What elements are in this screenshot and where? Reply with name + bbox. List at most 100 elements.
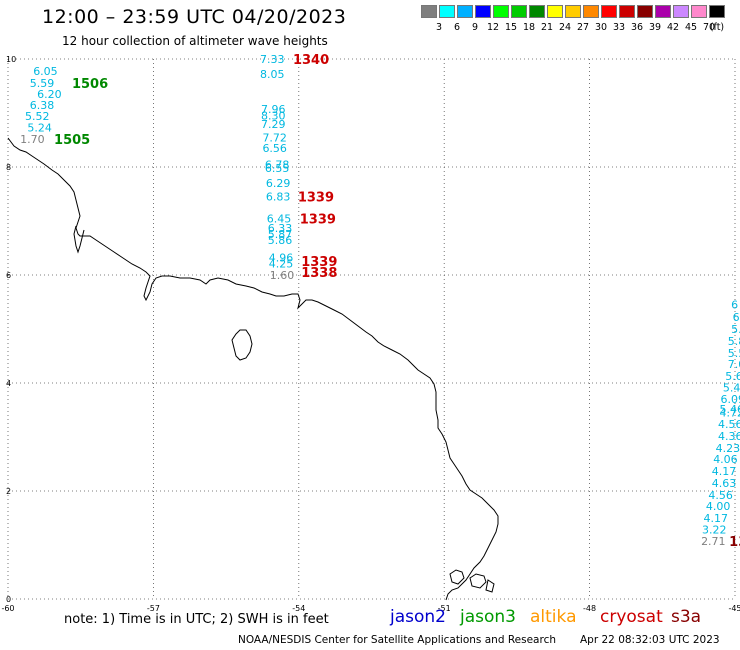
colorbar-swatch <box>565 5 581 18</box>
footer-credit: NOAA/NESDIS Center for Satellite Applica… <box>238 634 556 646</box>
pass-time-label: 1339 <box>298 191 334 206</box>
wave-height-reading: 6.78 <box>265 158 290 171</box>
wave-height-reading: 5.42 <box>723 381 740 394</box>
wave-height-reading: 5.86 <box>268 234 293 247</box>
latitude-tick-label: 8 <box>6 163 11 172</box>
wave-height-reading: 4.17 <box>712 465 737 478</box>
colorbar-tick-label: 24 <box>558 22 572 33</box>
wave-height-reading: 7.33 <box>260 53 285 66</box>
colorbar-tick-label: 18 <box>522 22 536 33</box>
colorbar-swatch <box>583 5 599 18</box>
pass-time-label: 1506 <box>72 77 108 92</box>
colorbar-swatch <box>673 5 689 18</box>
graticule <box>7 58 736 600</box>
wave-height-reading: 1.70 <box>20 133 45 146</box>
wave-height-reading: 7.29 <box>261 118 286 131</box>
latitude-tick-label: 4 <box>6 379 11 388</box>
colorbar-swatch <box>547 5 563 18</box>
track-cryosat: 7.33 8.05 7.968.307.297.726.56 6.786.55 6.29… <box>260 53 337 282</box>
wave-height-reading: 4.25 <box>269 258 294 271</box>
wave-height-reading: 5.59 <box>30 77 54 90</box>
latitude-tick-label: 2 <box>6 487 11 496</box>
wave-height-reading: 5.87 <box>268 228 293 241</box>
wave-height-reading: 4.23 <box>716 442 740 455</box>
colorbar-swatch <box>475 5 491 18</box>
colorbar-swatch <box>691 5 707 18</box>
wave-height-reading: 6.38 <box>30 99 54 112</box>
wave-height-reading: 6.29 <box>266 177 291 190</box>
wave-height-reading: 5.46 <box>719 403 740 416</box>
legend-jason3: jason3 <box>460 607 516 627</box>
wave-height-reading: 7.96 <box>261 103 286 116</box>
colorbar-swatch <box>619 5 635 18</box>
footer-timestamp: Apr 22 08:32:03 UTC 2023 <box>580 634 720 646</box>
wave-height-reading: 4.72 <box>719 407 740 420</box>
legend-s3a: s3a <box>671 607 702 627</box>
coastline <box>7 137 499 601</box>
longitude-tick-label: -51 <box>438 604 451 613</box>
wave-height-reading: 6.83 <box>266 191 291 204</box>
wave-height-reading: 3.22 <box>702 523 727 536</box>
wave-height-reading: 6.56 <box>262 142 287 155</box>
colorbar-tick-label: 33 <box>612 22 626 33</box>
colorbar-tick-label: 6 <box>453 22 461 33</box>
wave-height-reading: 5.8 <box>728 335 740 348</box>
wave-height-reading: 4.96 <box>269 252 294 265</box>
colorbar-swatch <box>709 5 725 18</box>
colorbar-swatch <box>529 5 545 18</box>
colorbar-swatch <box>457 5 473 18</box>
wave-height-reading: 4.56 <box>718 418 740 431</box>
longitude-tick-label: -60 <box>1 604 14 613</box>
wave-height-reading: 6.09 <box>720 393 740 406</box>
colorbar-swatch <box>511 5 527 18</box>
wave-height-reading: 5.64 <box>725 370 740 383</box>
longitude-tick-label: -54 <box>292 604 305 613</box>
map-subtitle: 12 hour collection of altimeter wave hei… <box>62 34 328 48</box>
wave-height-reading: 5. <box>731 323 740 336</box>
latitude-tick-label: 10 <box>6 55 16 64</box>
pass-time-label: 130 <box>729 535 740 550</box>
latitude-tick-label: 0 <box>6 595 11 604</box>
wave-height-reading: 1.60 <box>270 269 295 282</box>
colorbar-tick-label: 9 <box>471 22 479 33</box>
colorbar-swatch <box>637 5 653 18</box>
wave-height-reading: 7.72 <box>262 131 287 144</box>
wave-height-reading: 5.5 <box>728 347 740 360</box>
pass-time-label: 1339 <box>300 212 336 227</box>
colorbar-tick-label: 3 <box>435 22 443 33</box>
wave-height-reading: 4.17 <box>703 512 728 525</box>
wave-height-reading: 6.55 <box>265 162 290 175</box>
colorbar-swatch <box>655 5 671 18</box>
colorbar-swatch <box>439 5 455 18</box>
wave-height-reading: 8.05 <box>260 68 285 81</box>
colorbar-tick-label: 36 <box>630 22 644 33</box>
wave-height-reading: 6 <box>731 299 738 312</box>
wave-height-reading: 6.45 <box>267 212 292 225</box>
footer-note: note: 1) Time is in UTC; 2) SWH is in fe… <box>64 612 329 627</box>
wave-height-reading: 4.06 <box>713 453 738 466</box>
colorbar-tick-label: 21 <box>540 22 554 33</box>
pass-time-label: 1340 <box>293 53 329 68</box>
wave-height-reading: 4.36 <box>718 430 740 443</box>
wave-height-reading: 4.56 <box>708 489 733 502</box>
wave-height-reading: 6.33 <box>268 222 293 235</box>
wave-height-reading: 4.63 <box>712 477 737 490</box>
wave-height-reading: 6.05 <box>33 65 58 78</box>
colorbar-tick-label: 30 <box>594 22 608 33</box>
colorbar-tick-label: 70 <box>702 22 716 33</box>
colorbar-tick-label: 27 <box>576 22 590 33</box>
south-america-coastline <box>7 137 499 601</box>
wave-height-reading: 8.30 <box>261 110 286 123</box>
longitude-tick-label: -57 <box>147 604 160 613</box>
colorbar-swatch <box>421 5 437 18</box>
wave-height-reading: 6.20 <box>37 88 62 101</box>
wave-height-reading: 5.24 <box>27 122 51 135</box>
colorbar-tick-label: 42 <box>666 22 680 33</box>
legend-altika: altika <box>530 607 577 627</box>
lake-brokopondo <box>231 329 253 361</box>
wave-height-reading: 2.71 <box>701 535 726 548</box>
axis-tick-labels: -60 -57 -54 -51 -48 -45 0 2 4 6 8 10 <box>1 55 740 613</box>
track-jason3: 6.055.596.206.385.525.241.70 1506 1505 <box>20 65 108 148</box>
colorbar-tick-label: 39 <box>648 22 662 33</box>
colorbar-swatch <box>601 5 617 18</box>
